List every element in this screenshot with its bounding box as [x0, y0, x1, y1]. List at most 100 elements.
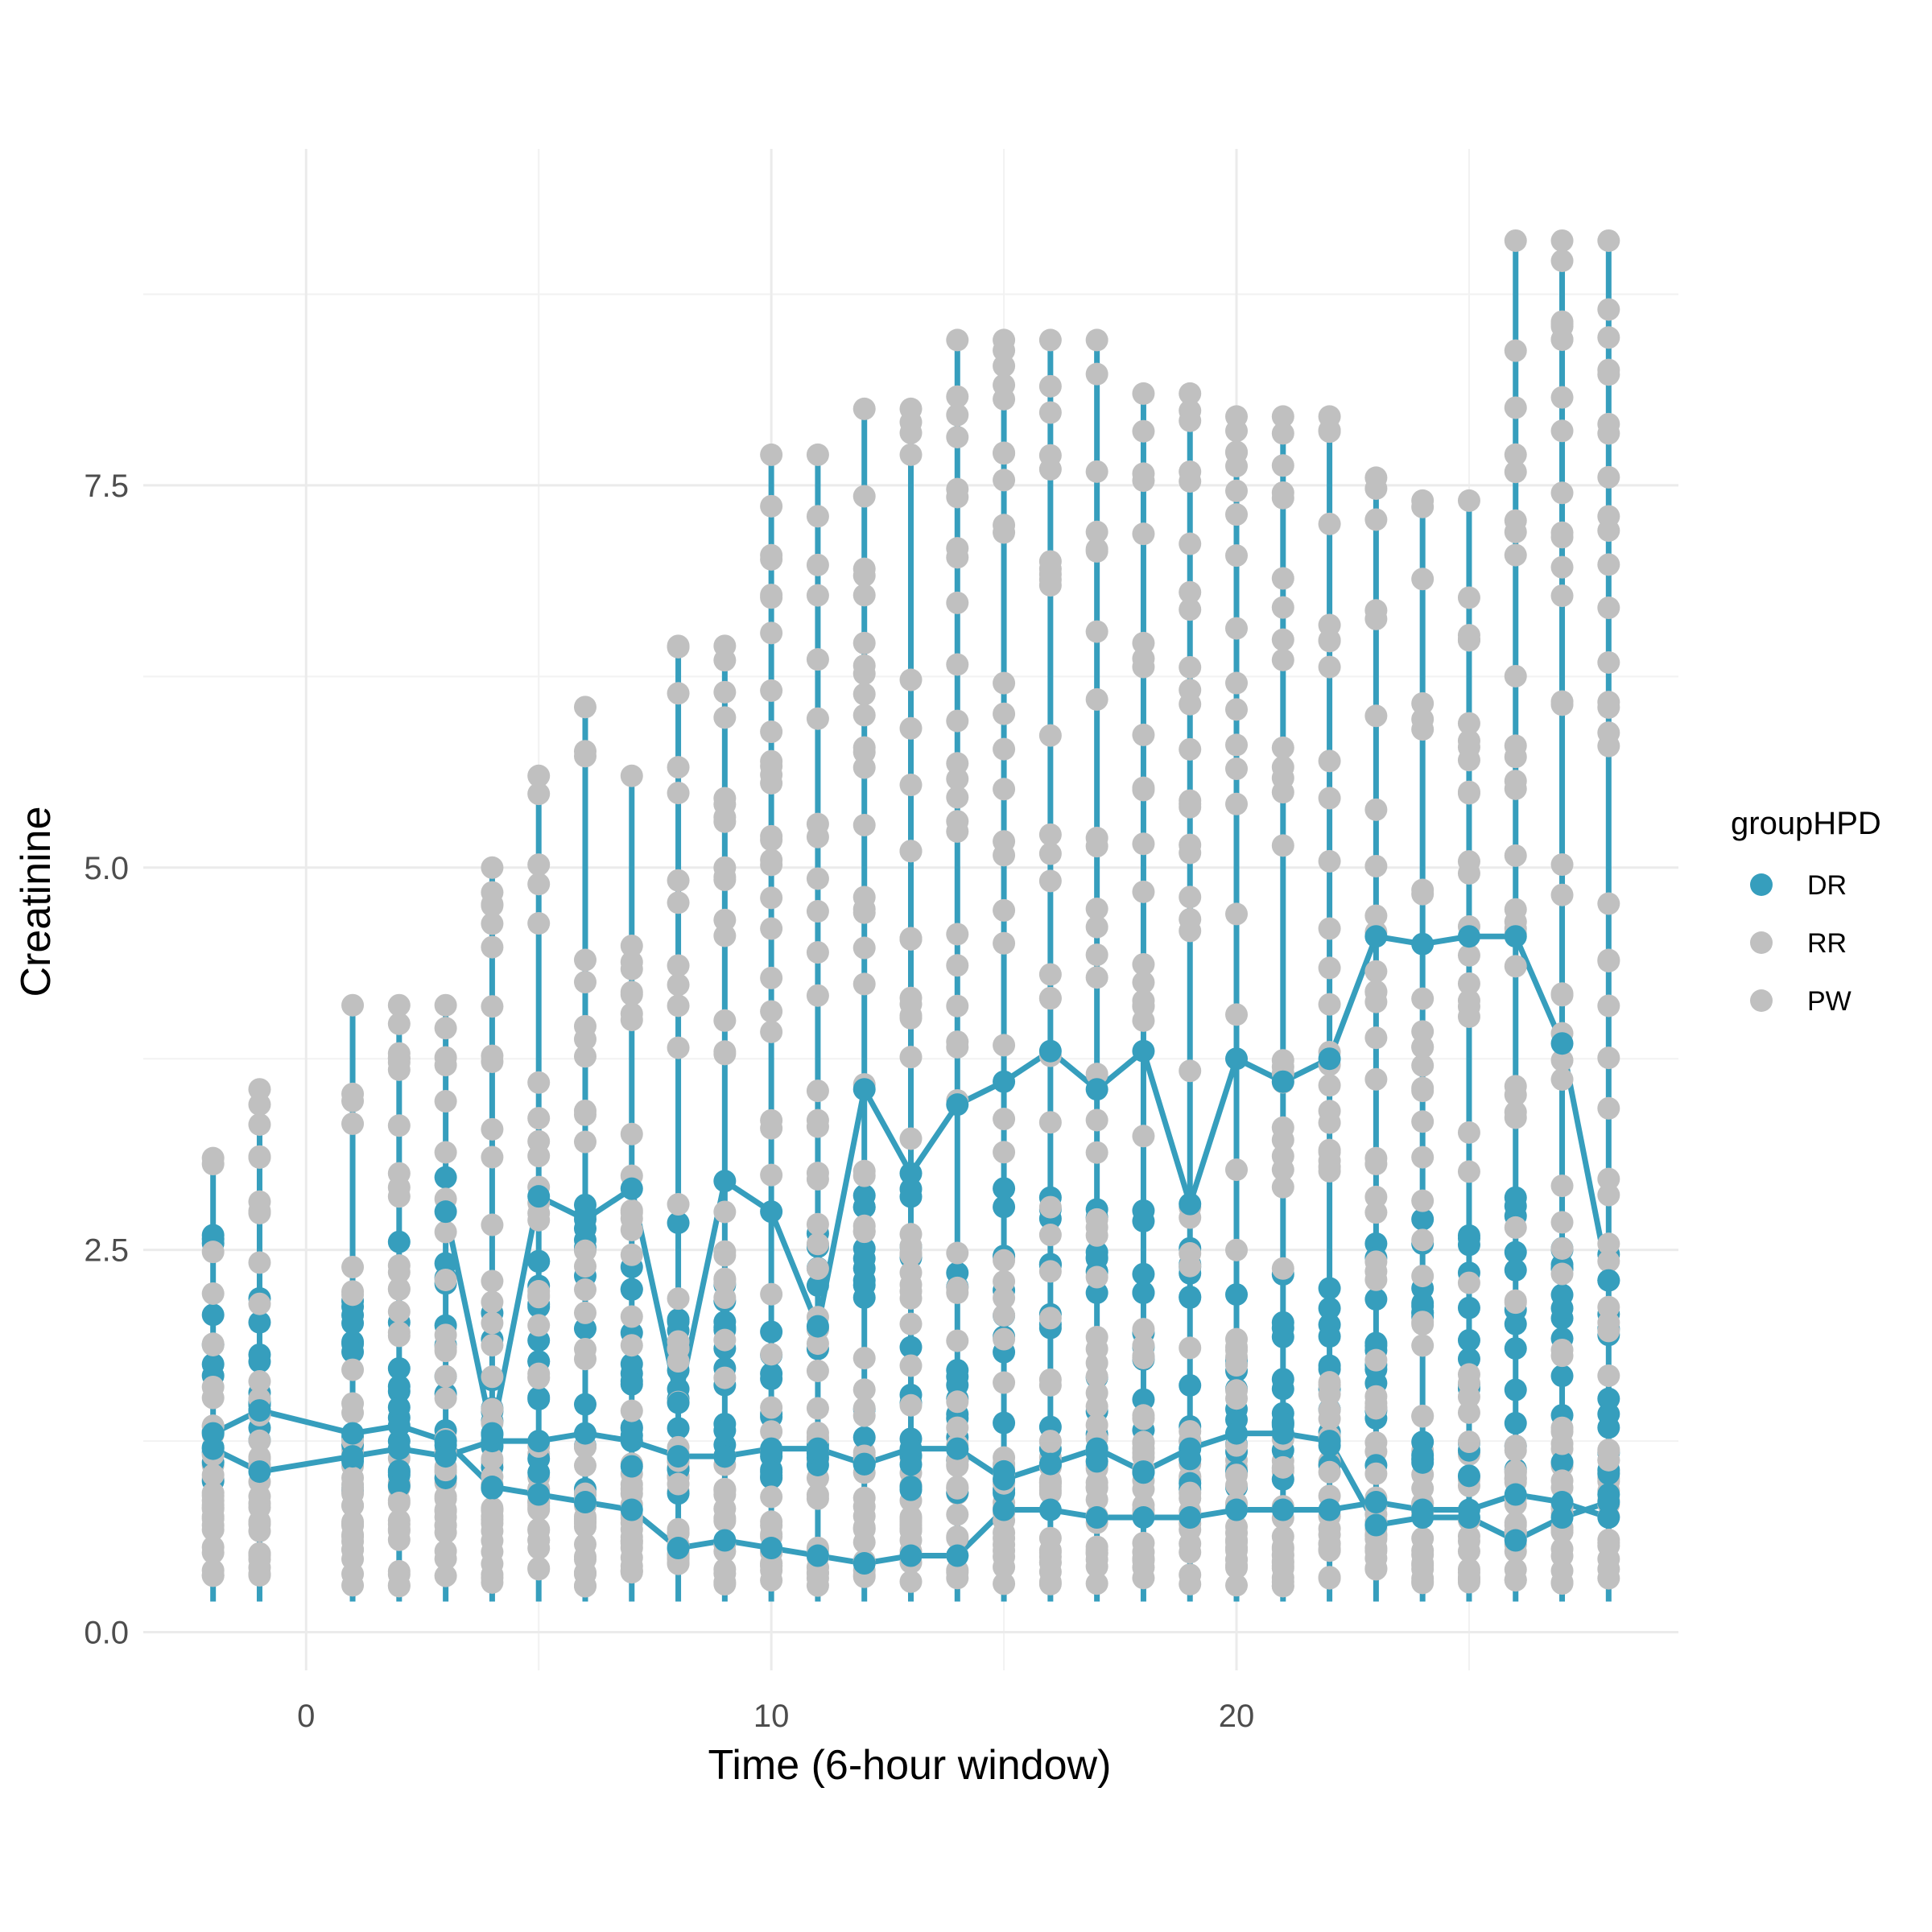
- data-point: [573, 1255, 597, 1278]
- data-point: [1411, 1551, 1435, 1575]
- data-point: [993, 931, 1016, 955]
- data-point: [1179, 655, 1202, 679]
- data-point: [1038, 1430, 1062, 1454]
- data-point: [760, 1537, 783, 1560]
- data-point: [1179, 580, 1202, 604]
- data-point: [1085, 1281, 1108, 1304]
- data-point: [527, 1107, 551, 1130]
- data-point: [1411, 1110, 1435, 1133]
- data-point: [573, 1317, 597, 1340]
- data-point: [1550, 229, 1574, 252]
- data-point: [667, 1417, 690, 1440]
- data-point: [899, 840, 923, 863]
- data-point: [1271, 628, 1294, 651]
- data-point: [481, 856, 504, 879]
- data-point: [1038, 1572, 1062, 1596]
- data-point: [946, 546, 969, 569]
- data-point: [1504, 1195, 1527, 1218]
- data-point: [248, 1311, 271, 1334]
- data-point: [573, 1454, 597, 1477]
- data-point: [481, 1365, 504, 1389]
- data-point: [387, 1396, 411, 1419]
- data-point: [1179, 1336, 1202, 1360]
- data-point: [1132, 1388, 1155, 1411]
- data-point: [899, 774, 923, 797]
- data-point: [341, 1256, 365, 1279]
- data-point: [1179, 409, 1202, 432]
- data-point: [1225, 1158, 1249, 1182]
- data-point: [667, 973, 690, 997]
- data-point: [1504, 339, 1527, 362]
- data-point: [1271, 1116, 1294, 1139]
- data-point: [1411, 489, 1435, 512]
- data-point: [993, 1286, 1016, 1310]
- data-point: [760, 720, 783, 744]
- data-point: [341, 1340, 365, 1364]
- data-point: [1038, 823, 1062, 846]
- data-point: [993, 1572, 1016, 1596]
- data-point: [1038, 563, 1062, 586]
- x-tick-label: 0: [297, 1699, 315, 1734]
- data-point: [1038, 401, 1062, 424]
- data-point: [1271, 596, 1294, 619]
- data-point: [434, 1364, 457, 1388]
- data-point: [573, 1014, 597, 1038]
- data-point: [1318, 1297, 1341, 1320]
- data-point: [760, 1000, 783, 1023]
- data-point: [620, 1455, 643, 1478]
- data-point: [1597, 1547, 1620, 1571]
- data-point: [1364, 1026, 1388, 1050]
- data-point: [993, 1141, 1016, 1164]
- data-point: [1038, 963, 1062, 986]
- data-point: [201, 1564, 225, 1587]
- data-point: [1550, 419, 1574, 443]
- data-point: [1411, 568, 1435, 591]
- data-point: [760, 1437, 783, 1460]
- data-point: [899, 986, 923, 1009]
- data-point: [1179, 1373, 1202, 1397]
- data-point: [1132, 1437, 1155, 1460]
- data-point: [341, 1445, 365, 1468]
- data-point: [760, 621, 783, 645]
- data-point: [1038, 1039, 1062, 1063]
- data-point: [573, 1491, 597, 1514]
- data-point: [713, 924, 737, 947]
- data-point: [899, 1437, 923, 1460]
- data-point: [899, 1529, 923, 1552]
- data-point: [1038, 1111, 1062, 1134]
- data-point: [1038, 869, 1062, 893]
- data-point: [387, 1012, 411, 1035]
- data-point: [481, 1311, 504, 1335]
- data-columns: [201, 229, 1620, 1602]
- data-point: [806, 1544, 829, 1567]
- data-point: [1132, 1506, 1155, 1530]
- data-point: [1411, 1404, 1435, 1427]
- data-point: [760, 1320, 783, 1344]
- data-point: [760, 1343, 783, 1366]
- data-point: [1179, 1506, 1202, 1530]
- data-point: [1225, 1047, 1249, 1071]
- data-point: [387, 1574, 411, 1597]
- data-point: [1318, 1430, 1341, 1453]
- data-point: [806, 825, 829, 848]
- data-point: [573, 1278, 597, 1302]
- data-point: [1597, 1448, 1620, 1472]
- data-point: [1318, 1325, 1341, 1348]
- data-point: [1411, 1208, 1435, 1231]
- data-point: [1504, 925, 1527, 948]
- data-point: [1271, 1175, 1294, 1199]
- data-point: [573, 1422, 597, 1445]
- data-point: [1038, 1307, 1062, 1330]
- data-point: [573, 1045, 597, 1068]
- data-point: [667, 1350, 690, 1373]
- data-point: [1364, 1557, 1388, 1580]
- data-point: [527, 1071, 551, 1094]
- data-point: [1457, 1401, 1480, 1424]
- data-point: [481, 1334, 504, 1357]
- data-point: [852, 397, 876, 420]
- data-point: [760, 1362, 783, 1385]
- data-point: [1364, 1260, 1388, 1283]
- data-point: [434, 1513, 457, 1537]
- data-point: [1411, 1035, 1435, 1059]
- data-point: [667, 1287, 690, 1311]
